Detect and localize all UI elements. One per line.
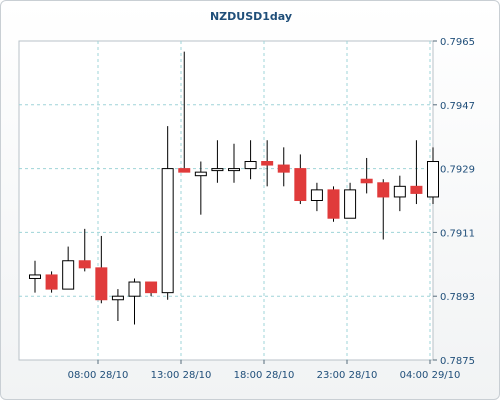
plot-area	[18, 40, 434, 361]
candle-body-down	[261, 161, 274, 166]
candle-body-up	[194, 171, 207, 177]
chart-title: NZDUSD1day	[209, 10, 293, 23]
candle-body-down	[327, 189, 340, 219]
candle-body-down	[377, 182, 390, 198]
candle-body-up	[62, 260, 75, 290]
candle-body-up	[29, 274, 41, 279]
y-tick-label: 0.7929	[440, 165, 475, 176]
candle-body-down	[95, 267, 108, 301]
y-tick-label: 0.7893	[440, 292, 475, 303]
candle-body-down	[45, 274, 58, 290]
y-tick-label: 0.7965	[440, 37, 475, 48]
candle-body-down	[145, 281, 158, 294]
y-tick-label: 0.7875	[440, 356, 475, 367]
candle-body-up	[228, 168, 240, 172]
candle-body-down	[294, 168, 307, 202]
candle-body-up	[111, 295, 124, 301]
candle-body-down	[410, 185, 423, 194]
candle-body-up	[393, 185, 406, 198]
x-tick-label: 23:00 28/10	[317, 370, 378, 381]
candle-body-up	[161, 168, 174, 294]
x-tick-label: 13:00 28/10	[151, 370, 212, 381]
y-tick-label: 0.7947	[440, 101, 475, 112]
x-tick-label: 18:00 28/10	[234, 370, 295, 381]
x-tick-label: 08:00 28/10	[68, 370, 129, 381]
candle-body-up	[427, 161, 439, 198]
candle-body-up	[310, 189, 323, 202]
candle-body-up	[244, 161, 257, 170]
candle-body-up	[211, 168, 224, 172]
candle-body-down	[277, 164, 290, 173]
candle-body-up	[344, 189, 357, 219]
x-tick-label: 04:00 29/10	[400, 370, 461, 381]
candle-body-down	[78, 260, 91, 269]
y-tick-label: 0.7911	[440, 228, 475, 239]
candle-body-down	[360, 178, 373, 184]
candle-body-up	[128, 281, 141, 297]
candle-body-down	[178, 168, 191, 173]
